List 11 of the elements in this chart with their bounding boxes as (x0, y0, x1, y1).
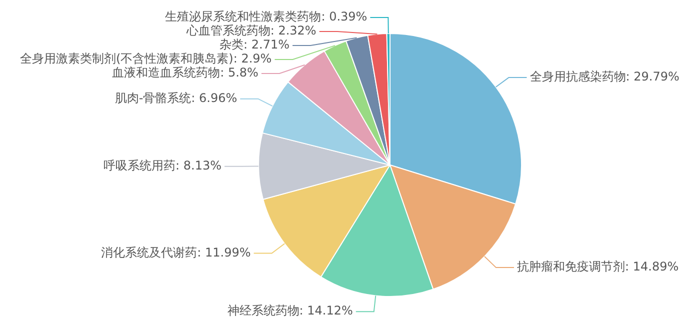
slice-label: 肌肉-骨骼系统: 6.96% (114, 90, 238, 105)
slice-label: 神经系统药物: 14.12% (227, 304, 353, 318)
slice-label: 血液和造血系统药物: 5.8% (112, 66, 258, 80)
slice-label: 心血管系统药物: 2.32% (185, 24, 316, 38)
slice-label: 全身用抗感染药物: 29.79% (530, 70, 680, 84)
slice-label: 抗肿瘤和免疫调节剂: 14.89% (517, 260, 679, 274)
slice-label: 呼吸系统用药: 8.13% (104, 158, 222, 172)
slice-label: 全身用激素类制剂(不含性激素和胰岛素): 2.9% (20, 52, 272, 66)
slice-label: 杂类: 2.71% (220, 38, 290, 52)
slice-label: 消化系统及代谢药: 11.99% (101, 245, 251, 260)
slice-label: 生殖泌尿系统和性激素类药物: 0.39% (165, 10, 368, 24)
